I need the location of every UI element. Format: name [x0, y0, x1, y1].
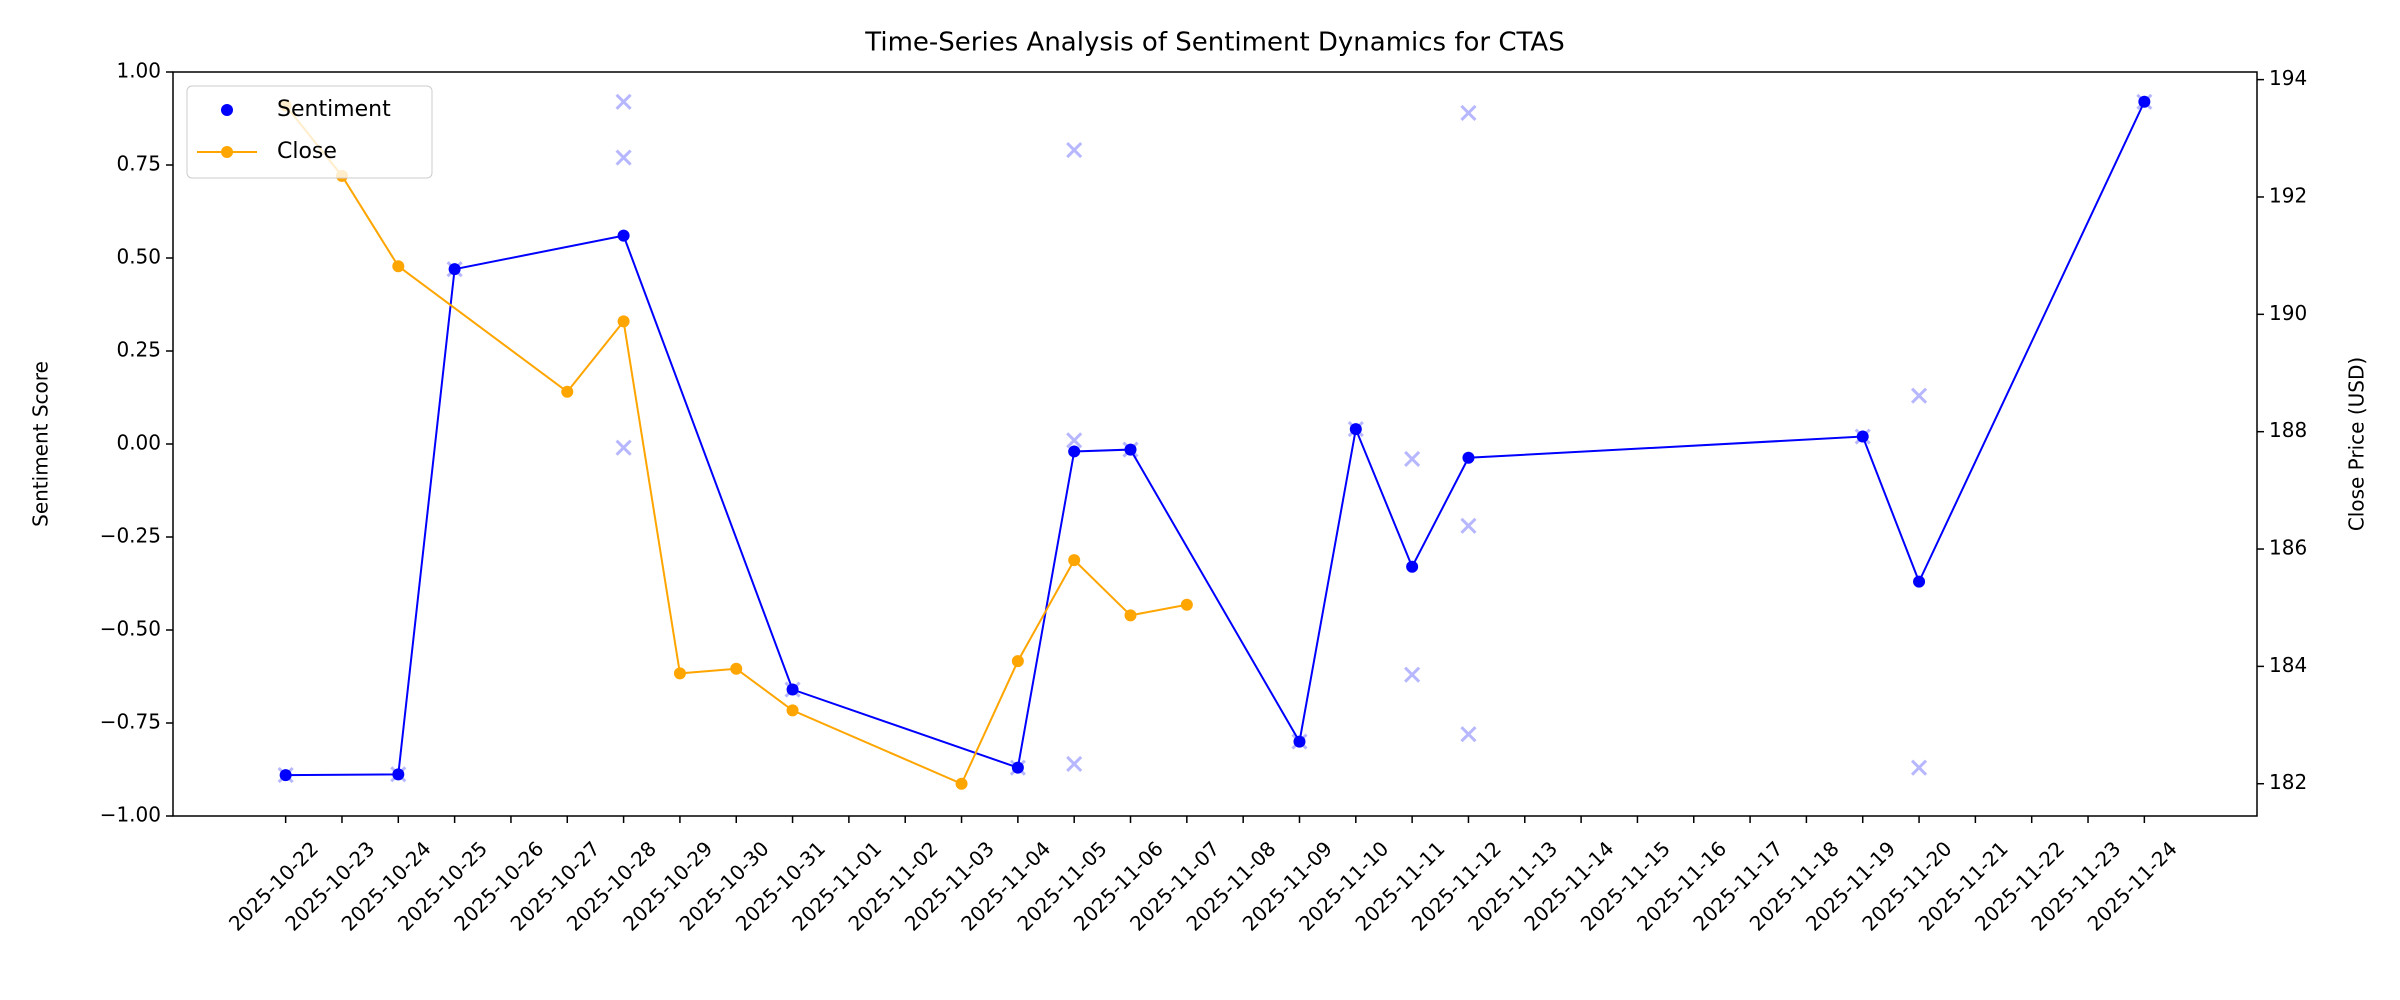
- legend: Sentiment Close: [186, 85, 433, 179]
- y-tick-label: 0.50: [116, 245, 161, 269]
- point-marker: [1066, 142, 1083, 159]
- y2-tick-label: 192: [2269, 183, 2307, 207]
- series-marker: [2138, 95, 2151, 108]
- y-tick-label: 1.00: [116, 59, 161, 83]
- series-marker: [1349, 423, 1362, 436]
- series-marker: [786, 704, 799, 717]
- point-marker: [1066, 755, 1083, 772]
- series-marker: [1462, 451, 1475, 464]
- y-tick-label: −1.00: [100, 803, 161, 827]
- point-marker: [1910, 387, 1928, 404]
- legend-label: Sentiment: [277, 97, 391, 122]
- y-tick-label: −0.50: [100, 617, 161, 641]
- y-tick-label: −0.75: [100, 710, 161, 734]
- y2-tick-label: 194: [2269, 66, 2307, 90]
- point-marker: [1460, 517, 1477, 534]
- y-tick-label: 0.00: [116, 431, 161, 455]
- series-marker: [673, 667, 686, 680]
- series-marker: [955, 777, 968, 790]
- y2-axis-label: Close Price (USD): [2345, 357, 2369, 531]
- series-marker: [730, 662, 743, 675]
- series-marker: [1856, 430, 1869, 443]
- series-marker: [1068, 554, 1081, 567]
- y-tick-label: 0.25: [116, 338, 161, 362]
- series-marker: [1124, 443, 1137, 456]
- chart-title: Time-Series Analysis of Sentiment Dynami…: [864, 28, 1564, 58]
- series-marker: [617, 229, 630, 242]
- y2-tick-label: 190: [2269, 301, 2307, 325]
- point-marker: [615, 149, 632, 166]
- series-marker: [617, 315, 630, 328]
- legend-box: [186, 85, 433, 179]
- series-marker: [1293, 735, 1306, 748]
- point-marker: [1460, 104, 1477, 121]
- series-marker: [392, 260, 405, 273]
- series-marker: [561, 385, 574, 398]
- point-marker: [615, 93, 632, 110]
- series-marker: [1068, 445, 1081, 458]
- point-marker: [1066, 432, 1083, 449]
- y2-tick-label: 182: [2269, 770, 2307, 794]
- series-marker: [1124, 609, 1137, 622]
- series-marker: [1406, 560, 1419, 573]
- series-marker: [1180, 598, 1193, 611]
- point-marker: [1404, 666, 1421, 683]
- point-marker: [615, 439, 632, 456]
- legend-marker: [221, 104, 233, 116]
- series-marker: [448, 263, 461, 276]
- point-marker: [1910, 759, 1928, 776]
- y-tick-label: −0.25: [100, 524, 161, 548]
- point-marker: [1404, 450, 1421, 467]
- series-marker: [786, 683, 799, 696]
- legend-label: Close: [277, 139, 337, 164]
- y2-tick-label: 184: [2269, 653, 2307, 677]
- legend-marker: [221, 146, 233, 158]
- series-marker: [1011, 655, 1024, 668]
- point-marker: [1460, 726, 1477, 743]
- y-tick-label: 0.75: [116, 152, 161, 176]
- y2-tick-label: 186: [2269, 536, 2307, 560]
- series-marker: [279, 769, 292, 782]
- y2-tick-label: 188: [2269, 418, 2307, 442]
- series-marker: [1913, 575, 1926, 588]
- series-marker: [1011, 761, 1024, 774]
- series-marker: [392, 768, 405, 781]
- y-axis-label: Sentiment Score: [29, 361, 53, 527]
